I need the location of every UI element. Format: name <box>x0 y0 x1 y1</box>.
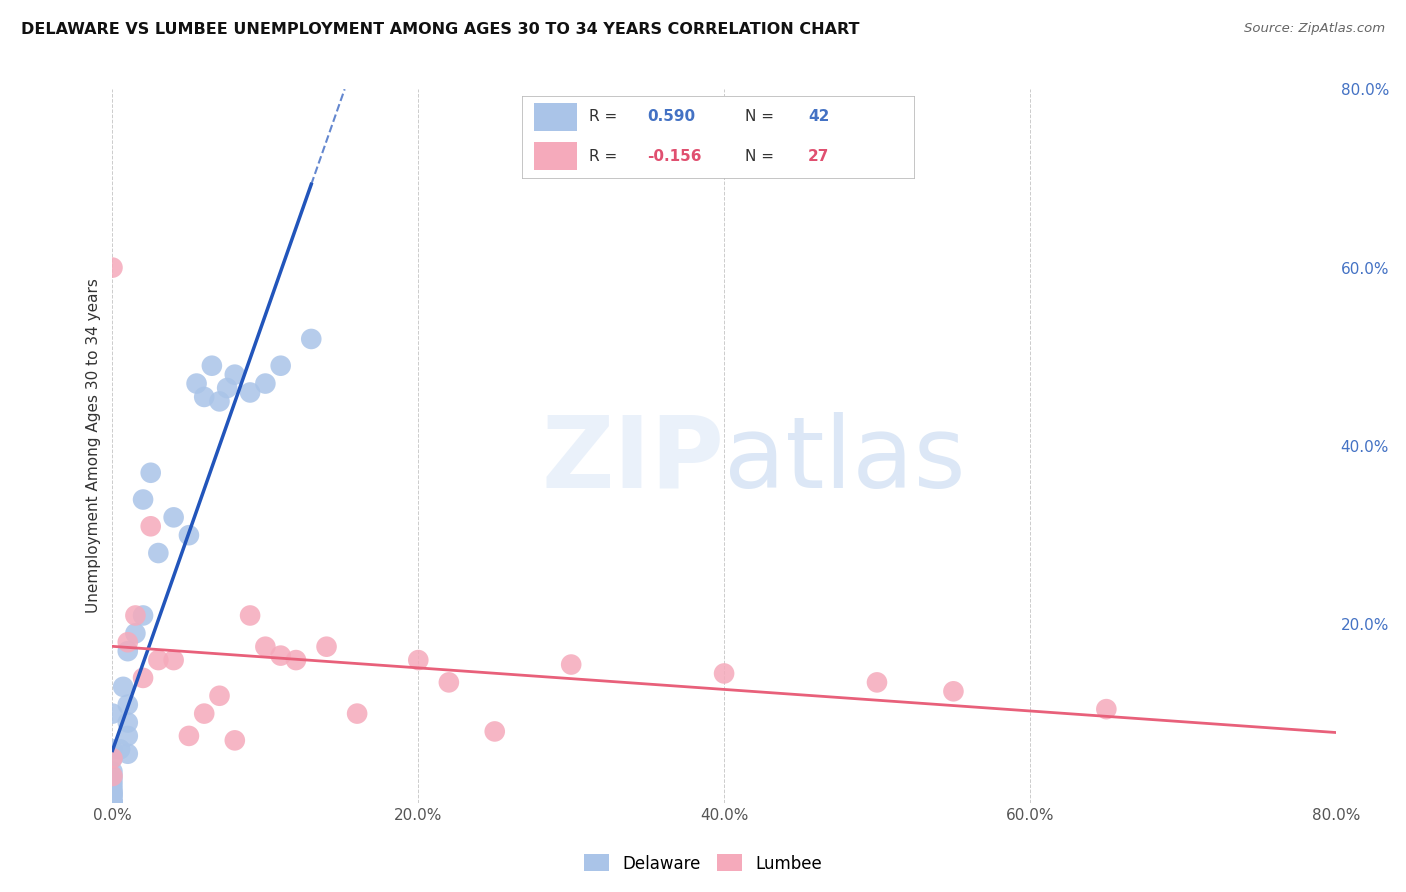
Point <box>101 764 124 779</box>
Point <box>132 671 155 685</box>
Point <box>208 394 231 409</box>
Text: ZIP: ZIP <box>541 412 724 508</box>
Point <box>177 729 200 743</box>
Point <box>117 644 139 658</box>
Point <box>1095 702 1118 716</box>
Point <box>124 608 146 623</box>
Point <box>284 653 308 667</box>
Point <box>117 729 139 743</box>
Point <box>124 626 146 640</box>
Point <box>942 684 965 698</box>
Point <box>148 546 170 560</box>
Point <box>101 785 124 799</box>
Point <box>163 510 186 524</box>
Text: Source: ZipAtlas.com: Source: ZipAtlas.com <box>1244 22 1385 36</box>
Point <box>117 635 139 649</box>
Point <box>101 796 124 810</box>
Point <box>177 528 200 542</box>
Point <box>346 706 368 721</box>
Point <box>101 789 124 803</box>
Text: atlas: atlas <box>724 412 966 508</box>
Point <box>101 751 124 765</box>
Point <box>101 796 124 810</box>
Point <box>484 724 506 739</box>
Point <box>208 689 231 703</box>
Y-axis label: Unemployment Among Ages 30 to 34 years: Unemployment Among Ages 30 to 34 years <box>86 278 101 614</box>
Point <box>315 640 337 654</box>
Point <box>217 381 239 395</box>
Point <box>101 787 124 801</box>
Point <box>101 769 124 783</box>
Point <box>132 492 155 507</box>
Text: DELAWARE VS LUMBEE UNEMPLOYMENT AMONG AGES 30 TO 34 YEARS CORRELATION CHART: DELAWARE VS LUMBEE UNEMPLOYMENT AMONG AG… <box>21 22 859 37</box>
Point <box>239 385 262 400</box>
Point <box>101 751 124 765</box>
Point <box>139 466 162 480</box>
Point <box>139 519 162 533</box>
Point <box>101 706 124 721</box>
Point <box>101 769 124 783</box>
Point <box>101 796 124 810</box>
Point <box>101 791 124 805</box>
Point <box>224 368 246 382</box>
Point <box>186 376 208 391</box>
Point <box>713 666 735 681</box>
Point <box>254 376 277 391</box>
Point <box>299 332 322 346</box>
Point <box>866 675 889 690</box>
Point <box>112 680 135 694</box>
Point <box>117 747 139 761</box>
Point <box>224 733 246 747</box>
Point <box>193 390 215 404</box>
Point <box>101 742 124 756</box>
Point <box>148 653 170 667</box>
Point <box>101 778 124 792</box>
Point <box>132 608 155 623</box>
Point <box>270 359 292 373</box>
Point <box>101 782 124 797</box>
Point <box>408 653 430 667</box>
Point <box>101 796 124 810</box>
Point <box>560 657 582 672</box>
Point <box>254 640 277 654</box>
Point <box>117 715 139 730</box>
Point <box>270 648 292 663</box>
Legend: Delaware, Lumbee: Delaware, Lumbee <box>576 847 830 880</box>
Point <box>193 706 215 721</box>
Point <box>163 653 186 667</box>
Point <box>101 796 124 810</box>
Point <box>117 698 139 712</box>
Point <box>201 359 224 373</box>
Point <box>101 773 124 788</box>
Point <box>108 742 131 756</box>
Point <box>101 796 124 810</box>
Point <box>437 675 460 690</box>
Point <box>239 608 262 623</box>
Point <box>101 260 124 275</box>
